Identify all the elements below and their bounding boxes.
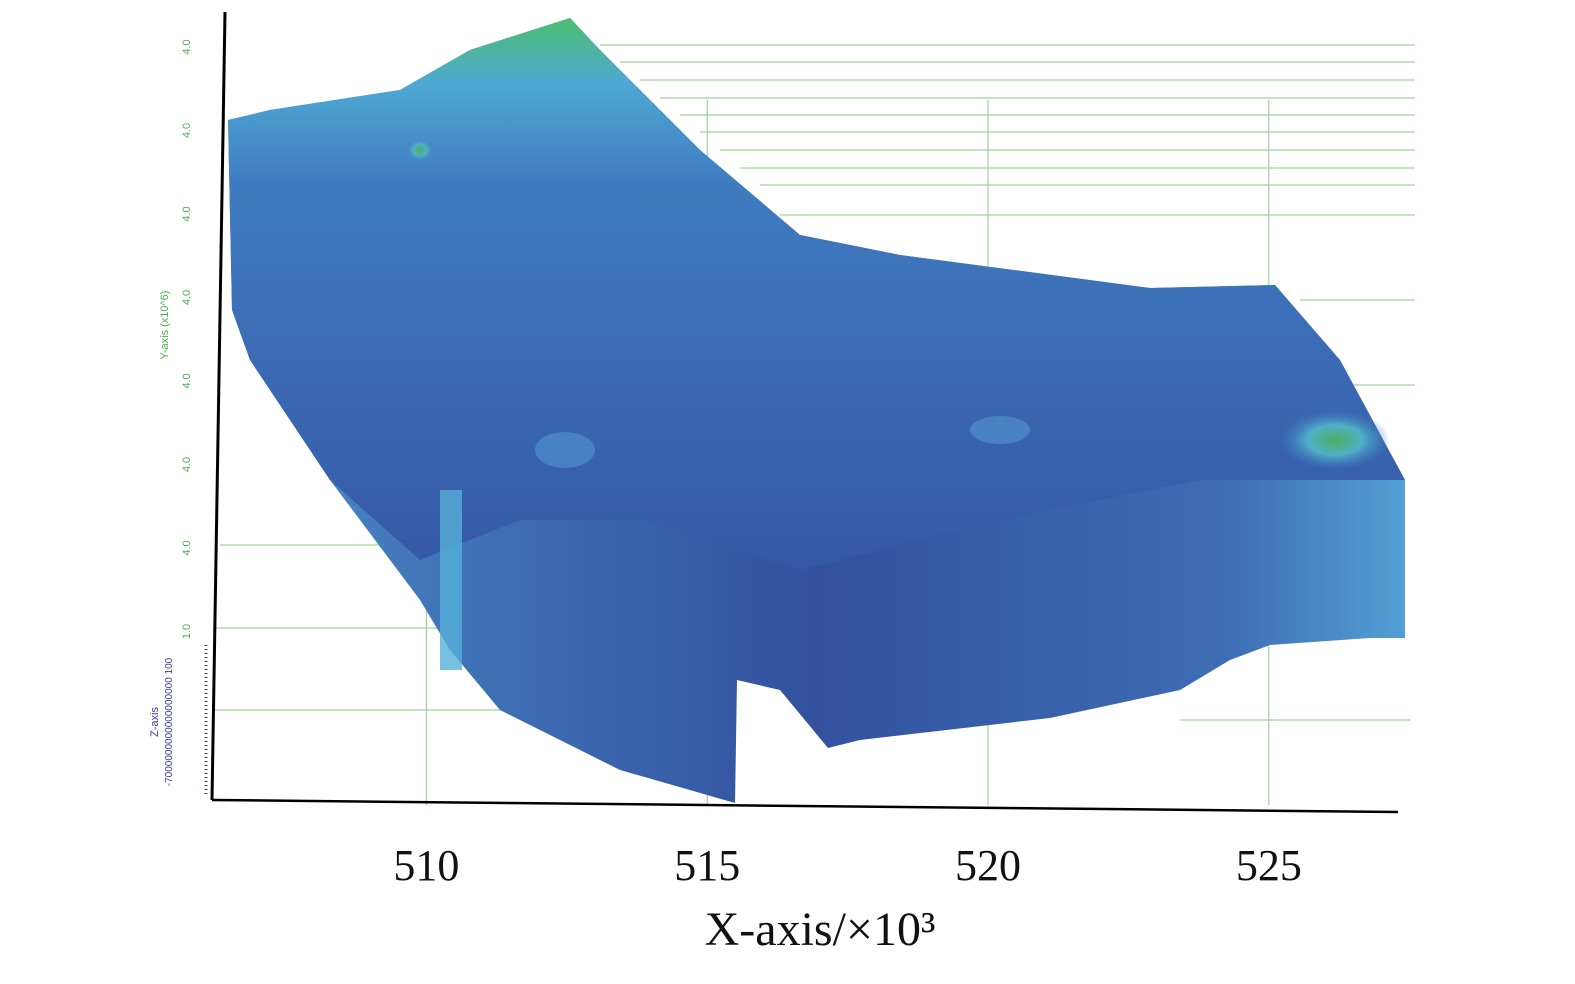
y-tick-label: 4.0 (181, 39, 193, 54)
axes (204, 11, 1399, 814)
y-axis-line (210, 11, 227, 801)
y-tick-label: 4.0 (181, 540, 193, 555)
surface (228, 18, 1405, 803)
surface-peak (406, 138, 434, 162)
y-tick-labels: 4.0 4.0 4.0 4.0 4.0 4.0 4.0 1.0 (181, 39, 193, 639)
surface-top (228, 18, 1405, 570)
surface-peak (1280, 410, 1390, 470)
y-axis-label: Y-axis (x10^6) (159, 291, 171, 360)
surface-patch (970, 416, 1030, 444)
y-tick-label: 4.0 (181, 123, 193, 138)
z-tick-label: -7000000000000000000 100 (164, 657, 175, 786)
y-tick-label: 4.0 (181, 457, 193, 472)
y-tick-label: 1.0 (181, 624, 193, 639)
y-tick-label: 4.0 (181, 206, 193, 221)
y-tick-label: 4.0 (181, 290, 193, 305)
x-tick-label: 510 (393, 841, 459, 890)
surface-stripe (440, 490, 462, 670)
x-tick-label: 515 (674, 841, 740, 890)
x-tick-label: 525 (1236, 841, 1302, 890)
x-axis-line (211, 798, 1399, 814)
x-axis-label: X-axis/×10³ (705, 903, 936, 956)
surface-patch (535, 432, 595, 468)
x-tick-label: 520 (955, 841, 1021, 890)
z-axis-label: Z-axis (149, 707, 161, 737)
y-tick-label: 4.0 (181, 373, 193, 388)
